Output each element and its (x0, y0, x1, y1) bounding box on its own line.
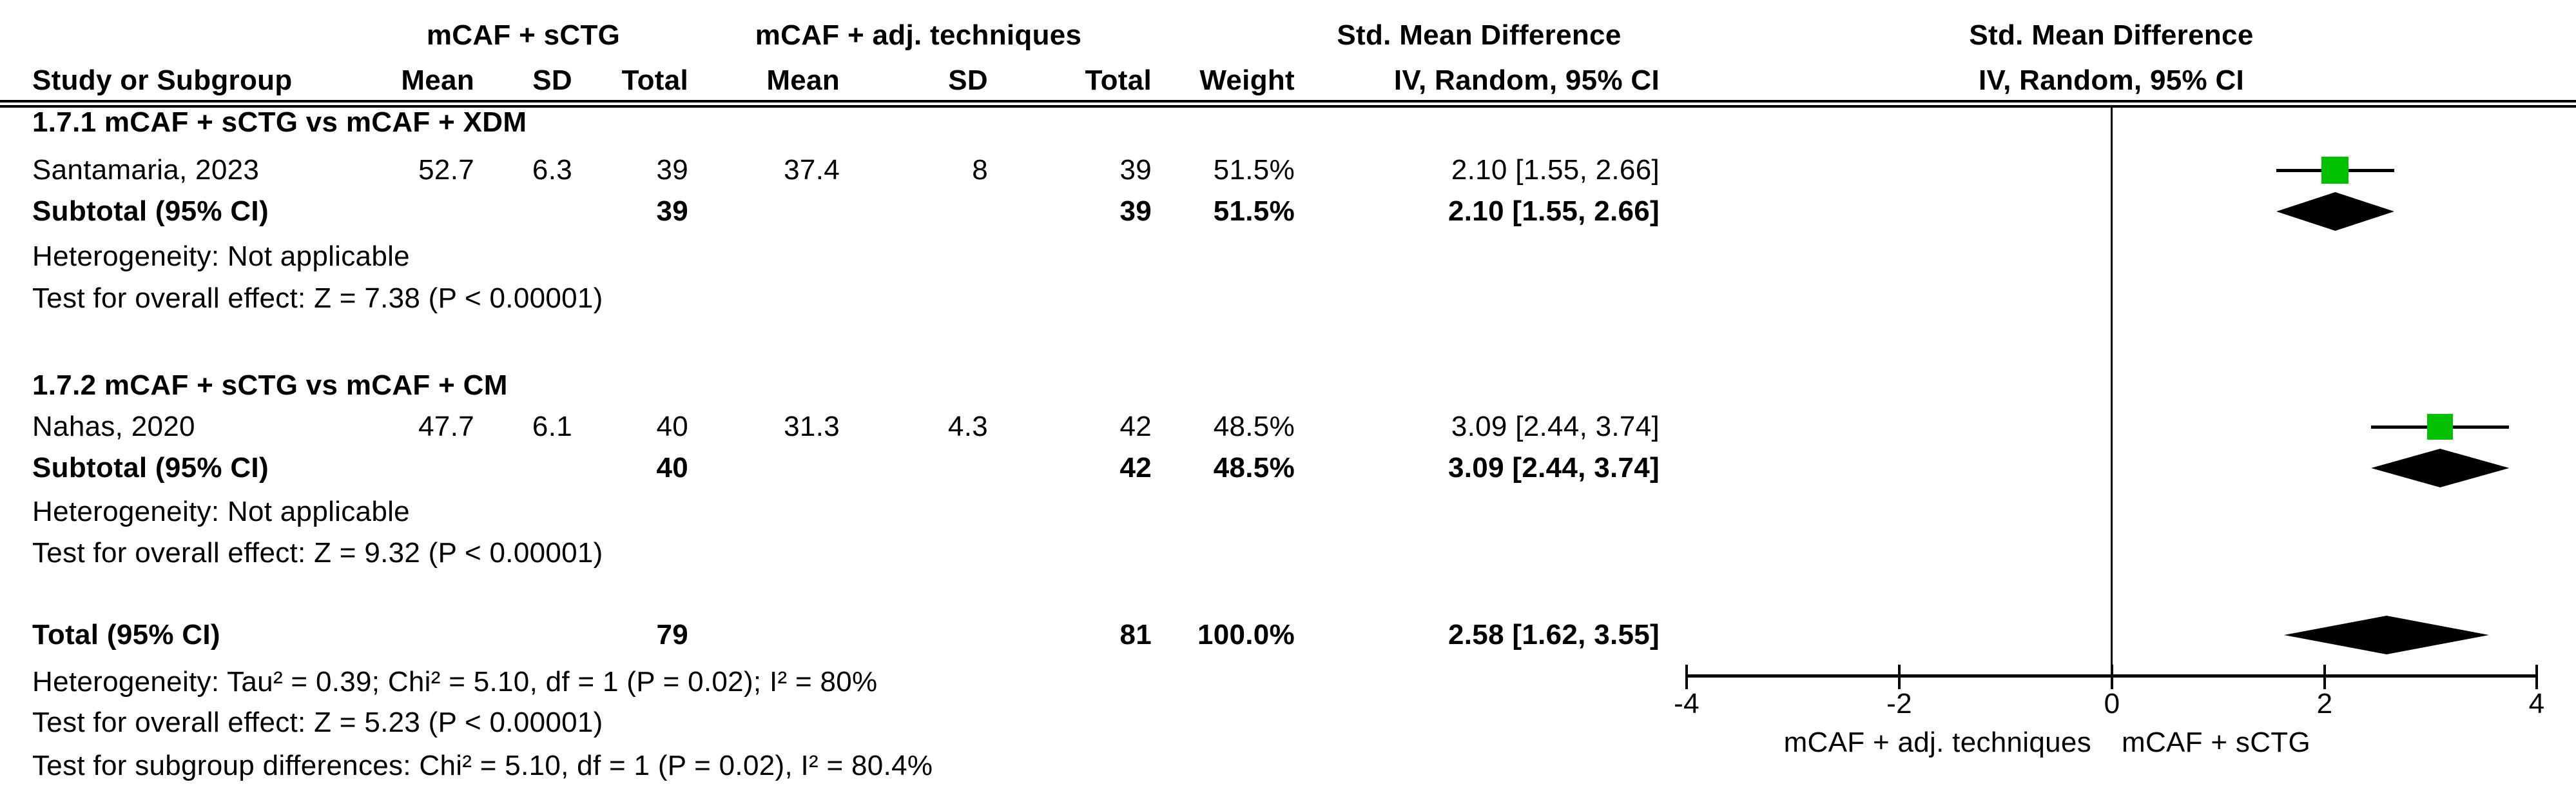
study-sd2: 4.3 (947, 411, 988, 442)
overall-effect-text: Test for overall effect: Z = 9.32 (P < 0… (32, 537, 603, 569)
subtotal-total2: 42 (1119, 452, 1152, 484)
subtotal-label: Subtotal (95% CI) (32, 452, 269, 484)
study-weight: 51.5% (1213, 154, 1295, 186)
study-total2: 39 (1119, 154, 1152, 186)
total-overall-effect-text: Test for overall effect: Z = 5.23 (P < 0… (32, 707, 603, 738)
axis-tick-neg4 (1685, 665, 1688, 689)
axis-tick-label-neg2: -2 (1886, 688, 1912, 719)
study-sd1: 6.1 (532, 411, 572, 442)
total-total2: 81 (1119, 619, 1152, 650)
study-row-nahas: Nahas, 2020 47.7 6.1 40 31.3 4.3 42 48.5… (0, 406, 2576, 447)
group2-header: mCAF + adj. techniques (755, 19, 1082, 51)
column-header-row: Study or Subgroup Mean SD Total Mean SD … (0, 60, 2576, 101)
axis-tick-0 (2111, 665, 2113, 689)
subgroup1-title: 1.7.1 mCAF + sCTG vs mCAF + XDM (32, 106, 527, 138)
col-header-total2: Total (1085, 64, 1152, 96)
col-header-sd2: SD (948, 64, 988, 96)
subgroup1-title-row: 1.7.1 mCAF + sCTG vs mCAF + XDM (0, 102, 2576, 143)
study-weight: 48.5% (1213, 411, 1295, 442)
axis-tick-label-neg4: -4 (1674, 688, 1700, 719)
col-header-method: IV, Random, 95% CI (1393, 64, 1660, 96)
overall-effect-text: Test for overall effect: Z = 7.38 (P < 0… (32, 282, 603, 314)
pooled-diamond-subtotal1 (2276, 192, 2395, 231)
heterogeneity-text: Heterogeneity: Not applicable (32, 496, 410, 527)
subtotal-ci: 3.09 [2.44, 3.74] (1448, 452, 1660, 484)
subtotal2-row: Subtotal (95% CI) 40 42 48.5% 3.09 [2.44… (0, 447, 2576, 489)
point-estimate-square-santamaria (2321, 157, 2348, 184)
col-header-mean1: Mean (401, 64, 474, 96)
pooled-diamond-total (2283, 616, 2489, 654)
total-label: Total (95% CI) (32, 619, 220, 650)
subtotal-total1: 40 (656, 452, 688, 484)
study-total2: 42 (1119, 411, 1152, 442)
axis-tick-label-2: 2 (2316, 688, 2333, 719)
subgroup2-heterogeneity-row: Heterogeneity: Not applicable (0, 491, 2576, 533)
zero-reference-line (2111, 108, 2113, 677)
axis-tick-4 (2535, 665, 2538, 689)
group-header-row: mCAF + sCTG mCAF + adj. techniques Std. … (0, 15, 2576, 56)
col-header-mean2: Mean (766, 64, 840, 96)
axis-tick-label-0: 0 (2104, 688, 2120, 719)
point-estimate-square-nahas (2426, 414, 2453, 440)
study-total1: 40 (656, 411, 688, 442)
study-mean1: 47.7 (418, 411, 474, 442)
subgroup2-title-row: 1.7.2 mCAF + sCTG vs mCAF + CM (0, 365, 2576, 406)
study-name: Santamaria, 2023 (32, 154, 260, 186)
study-mean2: 31.3 (784, 411, 840, 442)
axis-label-favours-left: mCAF + adj. techniques (1783, 727, 2091, 758)
axis-label-favours-right: mCAF + sCTG (2122, 727, 2310, 758)
axis-tick-2 (2323, 665, 2326, 689)
total-heterogeneity-text: Heterogeneity: Tau² = 0.39; Chi² = 5.10,… (32, 666, 878, 698)
plot-effect-measure-header: Std. Mean Difference (1969, 19, 2254, 51)
study-name: Nahas, 2020 (32, 411, 195, 442)
subgroup-differences-row: Test for subgroup differences: Chi² = 5.… (0, 745, 2576, 787)
subgroup1-heterogeneity-row: Heterogeneity: Not applicable (0, 236, 2576, 277)
col-header-total1: Total (621, 64, 688, 96)
study-mean2: 37.4 (784, 154, 840, 186)
subgroup2-overall-effect-row: Test for overall effect: Z = 9.32 (P < 0… (0, 533, 2576, 574)
subtotal-weight: 51.5% (1213, 195, 1295, 227)
axis-tick-label-4: 4 (2528, 688, 2545, 719)
study-total1: 39 (656, 154, 688, 186)
subtotal-ci: 2.10 [1.55, 2.66] (1448, 195, 1660, 227)
col-header-sd1: SD (532, 64, 572, 96)
study-sd2: 8 (972, 154, 988, 186)
plot-method-header: IV, Random, 95% CI (1978, 64, 2245, 96)
total-total1: 79 (656, 619, 688, 650)
study-ci: 3.09 [2.44, 3.74] (1451, 411, 1660, 442)
col-header-weight: Weight (1199, 64, 1295, 96)
pooled-diamond-subtotal2 (2370, 449, 2510, 487)
subgroup-differences-text: Test for subgroup differences: Chi² = 5.… (32, 750, 933, 781)
subtotal1-row: Subtotal (95% CI) 39 39 51.5% 2.10 [1.55… (0, 191, 2576, 232)
header-separator-rule (0, 100, 2576, 108)
subtotal-weight: 48.5% (1213, 452, 1295, 484)
study-ci: 2.10 [1.55, 2.66] (1451, 154, 1660, 186)
total-overall-effect-row: Test for overall effect: Z = 5.23 (P < 0… (0, 702, 2576, 743)
total-ci: 2.58 [1.62, 3.55] (1448, 619, 1660, 650)
total-heterogeneity-row: Heterogeneity: Tau² = 0.39; Chi² = 5.10,… (0, 661, 2576, 703)
study-sd1: 6.3 (532, 154, 572, 186)
total-row: Total (95% CI) 79 81 100.0% 2.58 [1.62, … (0, 614, 2576, 656)
axis-tick-neg2 (1898, 665, 1901, 689)
subtotal-total2: 39 (1119, 195, 1152, 227)
heterogeneity-text: Heterogeneity: Not applicable (32, 240, 410, 272)
total-weight: 100.0% (1197, 619, 1295, 650)
study-mean1: 52.7 (418, 154, 474, 186)
subgroup1-overall-effect-row: Test for overall effect: Z = 7.38 (P < 0… (0, 278, 2576, 319)
subtotal-label: Subtotal (95% CI) (32, 195, 269, 227)
study-row-santamaria: Santamaria, 2023 52.7 6.3 39 37.4 8 39 5… (0, 150, 2576, 191)
subtotal-total1: 39 (656, 195, 688, 227)
col-header-study: Study or Subgroup (32, 64, 293, 96)
group1-header: mCAF + sCTG (426, 19, 621, 51)
effect-measure-header: Std. Mean Difference (1337, 19, 1622, 51)
subgroup2-title: 1.7.2 mCAF + sCTG vs mCAF + CM (32, 369, 508, 401)
